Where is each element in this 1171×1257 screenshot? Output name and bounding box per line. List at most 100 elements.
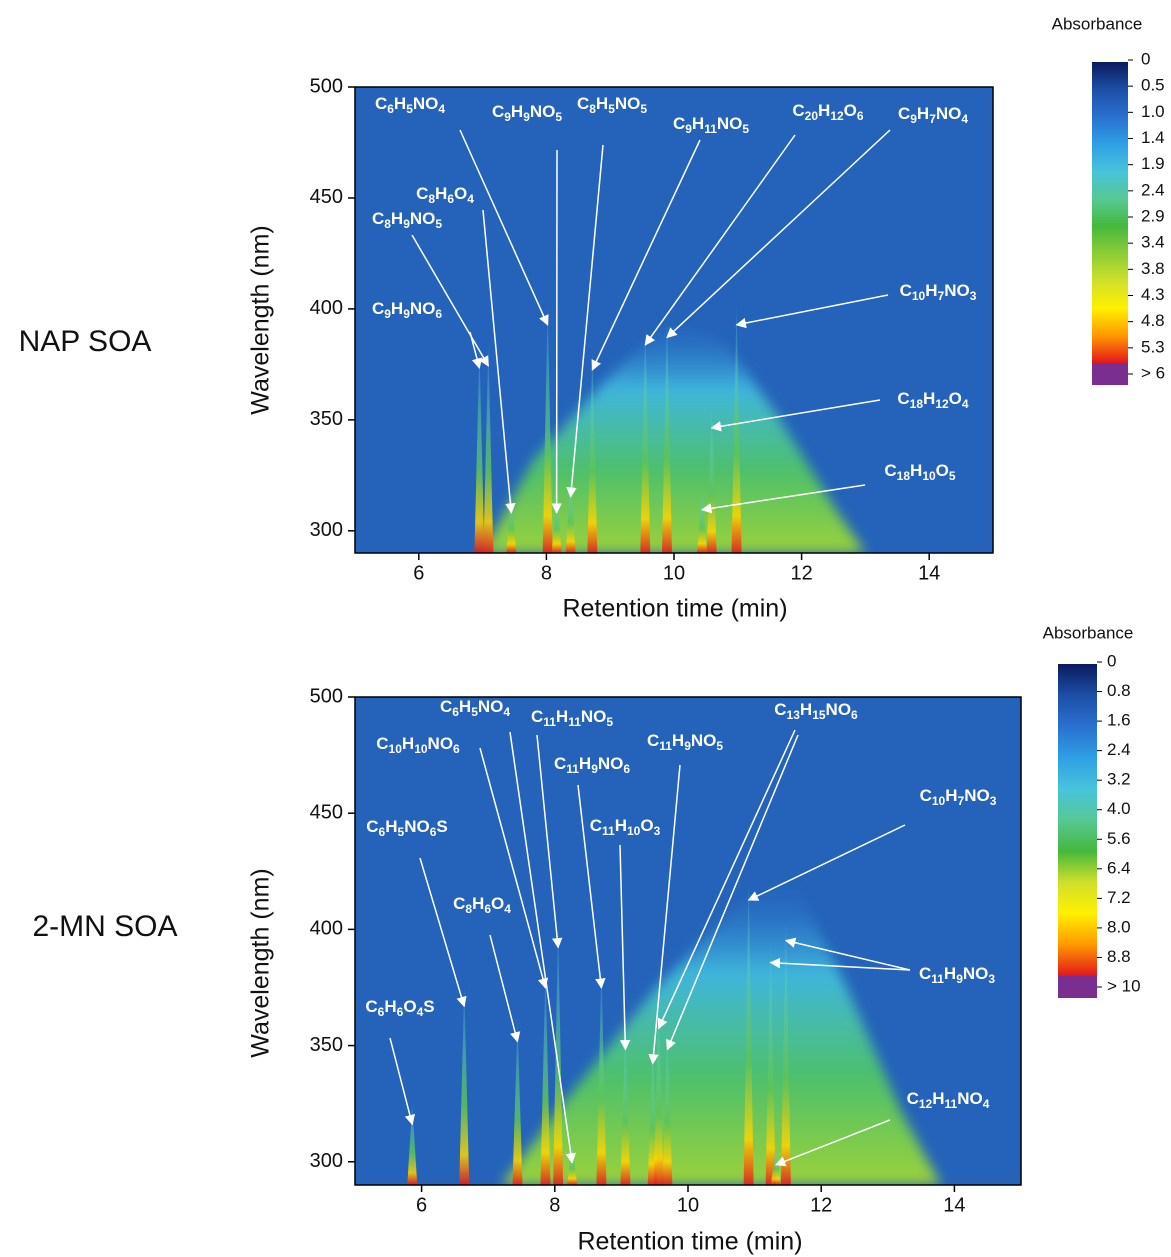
colorbar-tick-label: 6.4 [1107,858,1131,877]
colorbar-tick-label: 4.3 [1141,285,1165,304]
annotation-label: C10H7NO3 [920,786,997,808]
annotation-label: C9H11NO5 [673,114,749,136]
y-axis-title: Wavelength (nm) [247,225,275,414]
colorbar-tick-label: 8.8 [1107,947,1131,966]
peak [596,967,607,1185]
annotation-label: C10H7NO3 [900,281,977,303]
colorbar-tick-label: 1.6 [1107,711,1131,730]
y-axis-title: Wavelength (nm) [247,868,275,1057]
annotation-arrow [591,139,701,371]
colorbar-tick-label: 1.0 [1141,102,1165,121]
peak [661,317,672,553]
y-tick-label: 450 [310,801,343,823]
x-tick-label: 12 [810,1194,832,1216]
colorbar-tick-label: 1.9 [1141,154,1165,173]
annotation-arrow [666,129,891,339]
peak [697,489,708,553]
peak [587,349,598,553]
annotation-label: C10H10NO6 [376,734,460,756]
annotation-arrow [710,399,881,432]
absorbance-band [501,882,942,1185]
colorbar-tick-label: 3.8 [1141,259,1165,278]
x-tick-label: 10 [677,1194,699,1216]
peak [407,1104,418,1185]
colorbar-tick-label: 1.4 [1141,128,1165,147]
peak [540,967,551,1185]
colorbar-tick-label: 3.4 [1141,233,1165,252]
peak [780,920,791,1185]
colorbar-tick-label: 0 [1141,49,1150,68]
peak [459,986,470,1185]
colorbar-tick-label: 8.0 [1107,917,1131,936]
x-tick-label: 8 [541,562,552,584]
annotation-arrow [469,331,483,369]
annotation-label: C6H6O4S [365,997,434,1019]
annotation-label: C6H5NO4 [375,94,445,116]
annotation-label: C8H9NO5 [372,209,442,231]
annotation-label: C9H7NO4 [898,104,968,126]
y-tick-label: 500 [310,75,343,97]
peak [640,324,651,553]
colorbar-tick-label: 2.4 [1107,740,1131,759]
peak [512,1021,523,1185]
annotation-label: C11H10O3 [590,816,661,838]
x-tick-label: 12 [790,562,812,584]
annotation-arrow [769,957,911,971]
annotation-arrow [509,731,576,1164]
annotation-label: C18H12O4 [897,389,969,411]
colorbar-tick-label: 5.6 [1107,829,1131,848]
colorbar-tick-label: 4.8 [1141,311,1165,330]
annotation-arrow [644,134,796,346]
peak [653,1008,664,1185]
x-tick-label: 14 [943,1194,965,1216]
annotation-label: C11H11NO5 [531,707,613,729]
annotation-label: C11H9NO6 [554,754,630,776]
annotation-label: C11H9NO3 [919,964,995,986]
annotation-arrow [784,937,911,971]
absorbance-band [482,320,866,553]
peak [731,304,742,553]
annotation-arrow [536,734,563,949]
annotation-arrow [619,844,631,1051]
peak [474,347,485,553]
peak [662,1029,673,1185]
annotation-label: C8H5NO5 [577,94,647,116]
colorbar-tick-label: 7.2 [1107,888,1131,907]
peak [620,1029,631,1185]
annotation-arrow [577,784,606,989]
annotation-label: C8H6O4 [453,894,511,916]
x-tick-label: 8 [549,1194,560,1216]
annotation-arrow [747,824,906,901]
annotation-label: C6H5NO4 [440,697,510,719]
y-tick-label: 400 [310,297,343,319]
colorbar-tick-label: > 6 [1141,363,1165,382]
colorbar-tick-label: 5.3 [1141,337,1165,356]
annotation-label: C12H11NO4 [907,1089,990,1111]
peak [542,304,553,553]
annotation-label: C11H9NO5 [647,731,723,753]
peak [553,927,564,1185]
y-tick-label: 500 [310,685,343,707]
y-tick-label: 350 [310,1034,343,1056]
x-tick-label: 10 [663,562,685,584]
annotation-arrow [566,144,604,498]
annotation-arrow [657,729,796,1030]
annotation-arrow [648,764,681,1065]
peak [483,345,494,553]
peak [706,407,717,553]
annotation-label: C9H9NO6 [372,299,442,321]
peak [565,476,576,553]
annotation-arrow [389,1037,415,1126]
annotation-label: C18H10O5 [884,461,956,483]
annotation-label: C6H5NO6S [366,817,447,839]
colorbar-overflow [1092,363,1128,385]
x-tick-label: 6 [416,1194,427,1216]
annotation-arrow [479,747,549,989]
colorbar [1092,62,1128,363]
annotation-arrow [411,234,489,367]
y-tick-label: 350 [310,408,343,430]
panel: 6 8 10 12 14 300 350 400 450 500 Retention time (m… [19,14,1166,622]
annotation-label: C8H6O4 [416,184,474,206]
colorbar-tick-label: 3.2 [1107,770,1131,789]
